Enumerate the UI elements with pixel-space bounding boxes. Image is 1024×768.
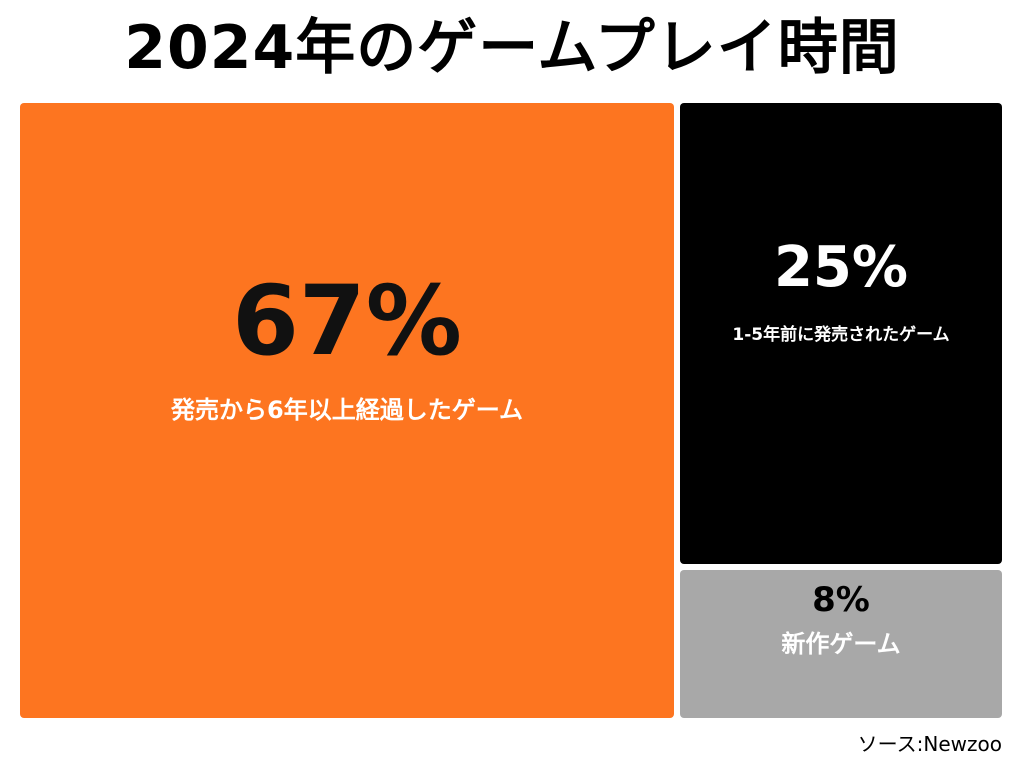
tile-recent-games: 25% 1-5年前に発売されたゲーム — [680, 103, 1002, 564]
tile-value: 8% — [812, 580, 870, 620]
tile-label: 新作ゲーム — [781, 630, 901, 658]
chart-title: 2024年のゲームプレイ時間 — [124, 13, 900, 83]
tile-older-games: 67% 発売から6年以上経過したゲーム — [20, 103, 674, 718]
tile-new-games: 8% 新作ゲーム — [680, 570, 1002, 718]
tile-value: 67% — [232, 265, 462, 377]
tile-label: 発売から6年以上経過したゲーム — [171, 396, 523, 424]
tile-value: 25% — [773, 235, 909, 300]
source-note: ソース:Newzoo — [857, 732, 1002, 756]
tile-label: 1-5年前に発売されたゲーム — [732, 325, 950, 345]
